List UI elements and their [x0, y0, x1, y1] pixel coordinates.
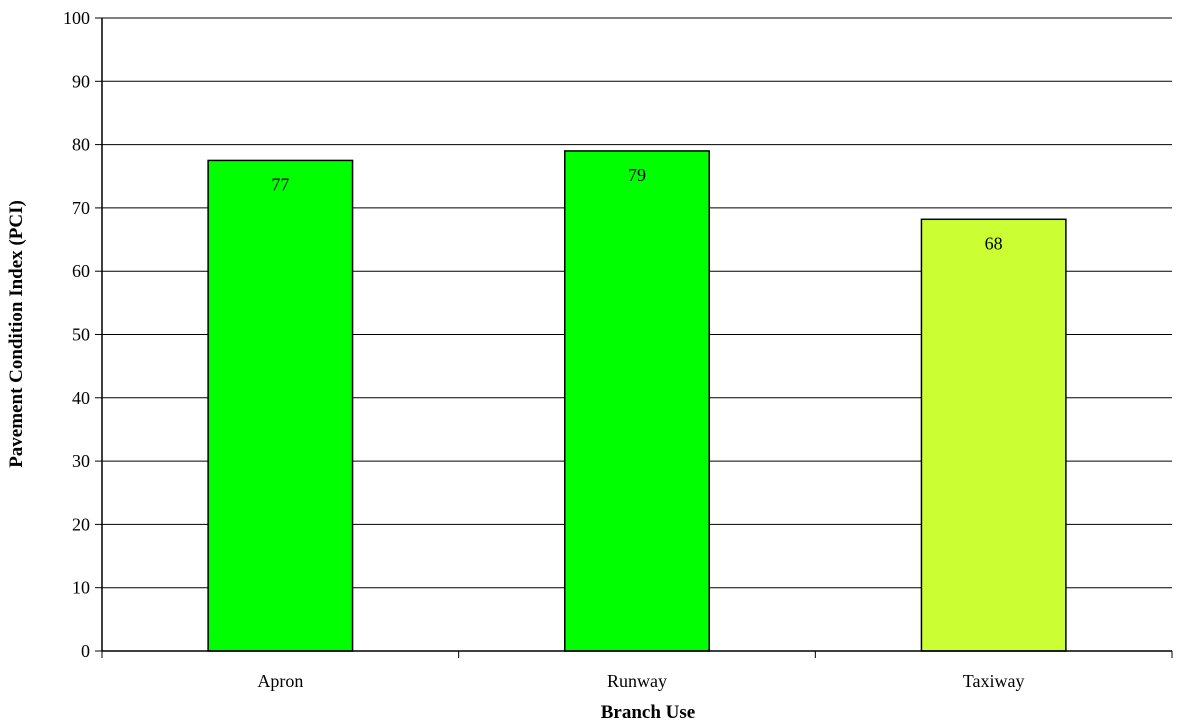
y-tick-label: 60	[72, 261, 90, 281]
y-tick-label: 90	[72, 71, 90, 91]
y-tick-label: 80	[72, 135, 90, 155]
x-tick-label: Runway	[607, 671, 667, 691]
x-tick-labels: Apron Runway Taxiway	[257, 671, 1024, 691]
y-tick-label: 0	[81, 641, 90, 661]
data-label: 68	[985, 233, 1003, 253]
y-tick-label: 40	[72, 388, 90, 408]
y-tick-label: 20	[72, 514, 90, 534]
x-axis-title: Branch Use	[601, 702, 695, 723]
data-label: 79	[628, 165, 646, 185]
y-tick-label: 50	[72, 325, 90, 345]
data-labels: 77 79 68	[271, 165, 1002, 253]
y-tick-labels: 0 10 20 30 40 50 60 70 80 90 100	[63, 8, 90, 661]
x-tick-label: Apron	[257, 671, 303, 691]
y-tick-label: 30	[72, 451, 90, 471]
data-label: 77	[271, 174, 289, 194]
y-axis-title: Pavement Condition Index (PCI)	[6, 200, 27, 468]
y-tick-label: 70	[72, 198, 90, 218]
x-tick-label: Taxiway	[963, 671, 1025, 691]
bars	[207, 150, 1067, 652]
y-tick-label: 100	[63, 8, 90, 28]
bar-taxiway	[920, 218, 1067, 652]
y-tick-label: 10	[72, 578, 90, 598]
bar-apron	[207, 159, 354, 652]
bar-runway	[564, 150, 710, 652]
axes	[95, 17, 1173, 658]
